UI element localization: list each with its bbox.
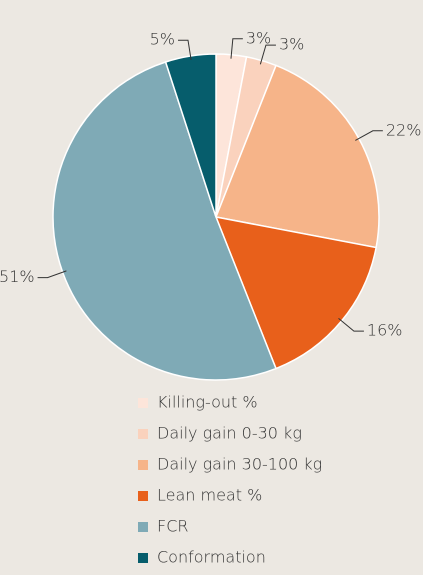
legend-swatch (138, 522, 148, 532)
legend-label: Daily gain 0-30 kg (157, 424, 302, 443)
data-label: 5% (150, 30, 175, 49)
leader-line (259, 44, 276, 65)
legend-swatch (138, 429, 148, 439)
data-label: 3% (279, 35, 304, 54)
legend-label: Daily gain 30-100 kg (157, 455, 322, 474)
leader-line (355, 130, 383, 141)
data-label: 3% (246, 28, 271, 47)
leader-line (338, 317, 364, 332)
data-label: 51% (0, 267, 35, 286)
legend-label: Killing-out % (157, 393, 258, 412)
legend-swatch (138, 553, 148, 563)
legend-label: Conformation (157, 548, 266, 567)
leader-line (230, 38, 243, 59)
legend-swatch (138, 398, 148, 408)
data-label: 16% (367, 321, 403, 340)
legend-swatch (138, 491, 148, 501)
legend-swatch (138, 460, 148, 470)
data-label: 22% (386, 120, 422, 139)
legend-label: FCR (157, 517, 189, 536)
legend-label: Lean meat % (157, 486, 262, 505)
leader-line (177, 39, 192, 61)
leader-line (37, 270, 67, 279)
